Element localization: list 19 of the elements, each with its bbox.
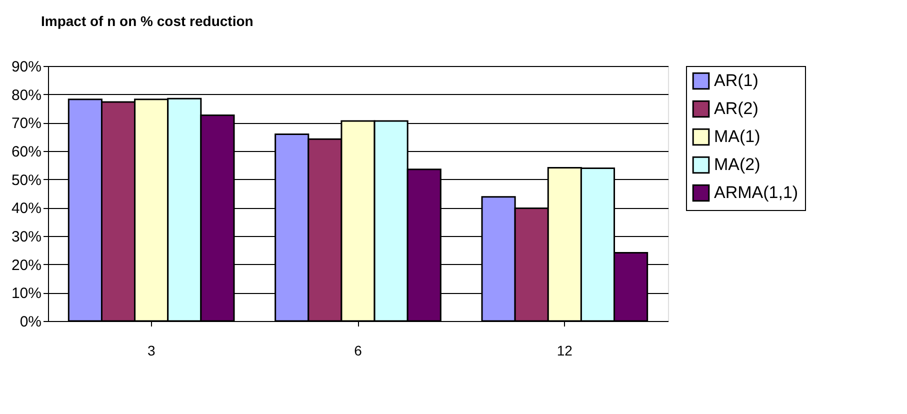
chart-title: Impact of n on % cost reduction bbox=[40, 13, 254, 29]
y-tick-label: 90% bbox=[11, 58, 42, 76]
x-tick-label: 3 bbox=[147, 342, 156, 358]
y-tick-label: 50% bbox=[11, 172, 42, 189]
legend-label: MA(1) bbox=[714, 127, 760, 146]
y-tick-label: 30% bbox=[11, 228, 42, 246]
y-tick-label: 0% bbox=[20, 314, 42, 330]
x-tick-label: 12 bbox=[556, 342, 573, 358]
x-tick-label: 6 bbox=[354, 342, 362, 358]
legend-label: ARMA(1,1) bbox=[714, 183, 798, 202]
y-tick-label: 40% bbox=[11, 200, 42, 218]
y-tick-label: 80% bbox=[11, 86, 42, 104]
y-tick-label: 60% bbox=[11, 144, 42, 160]
y-tick-label: 70% bbox=[11, 115, 42, 132]
y-tick-label: 20% bbox=[11, 256, 42, 274]
legend-label: MA(2) bbox=[714, 155, 760, 174]
legend-label: AR(2) bbox=[714, 99, 758, 118]
y-tick-label: 10% bbox=[11, 285, 42, 302]
legend-label: AR(1) bbox=[714, 71, 758, 90]
